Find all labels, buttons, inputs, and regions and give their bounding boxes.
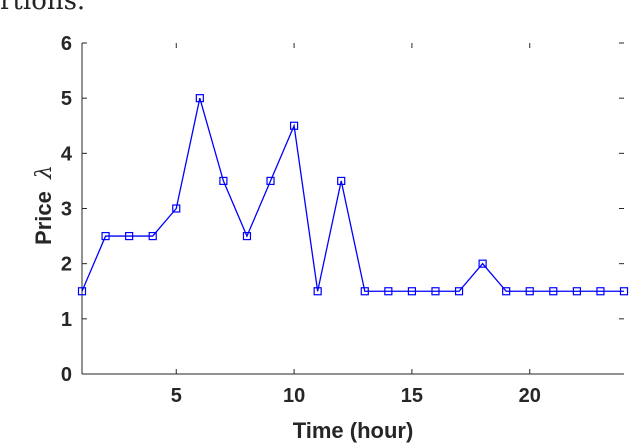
y-tick-label: 5 — [61, 88, 72, 110]
data-point-marker — [337, 176, 346, 186]
x-tick-label: 15 — [401, 385, 423, 407]
y-tick-label: 1 — [61, 309, 72, 331]
data-point-marker — [384, 287, 393, 296]
data-point-marker — [242, 231, 252, 241]
data-point-marker — [219, 176, 228, 186]
y-axis-title-symbol: λ — [32, 165, 57, 180]
chart-axes — [81, 43, 624, 375]
data-point-marker — [407, 287, 417, 296]
data-point-marker — [195, 94, 204, 103]
data-point-marker — [289, 121, 299, 130]
data-point-marker — [125, 231, 134, 241]
x-tick-label: 5 — [171, 385, 182, 407]
x-axis-title: Time (hour) — [293, 418, 414, 443]
data-point-marker — [549, 287, 558, 296]
partial-caption-text: rtions. — [0, 0, 86, 16]
y-axis-title: Price λ — [31, 165, 57, 245]
data-point-marker — [502, 287, 511, 296]
data-point-marker — [619, 287, 629, 296]
data-point-marker — [478, 259, 487, 268]
price-series-line — [81, 97, 624, 292]
data-point-marker — [454, 287, 464, 296]
x-tick-label: 10 — [283, 385, 305, 407]
data-point-marker — [148, 231, 157, 241]
data-point-marker — [101, 231, 110, 241]
data-point-marker — [525, 287, 534, 296]
data-point-marker — [431, 287, 440, 296]
x-tick-label: 20 — [519, 385, 541, 407]
chart-series — [77, 94, 629, 296]
data-point-marker — [172, 204, 181, 213]
data-point-marker — [596, 287, 605, 296]
y-axis-title-text: Price — [31, 191, 56, 245]
y-tick-label: 6 — [61, 33, 72, 55]
data-point-marker — [360, 287, 369, 296]
data-point-marker — [77, 287, 87, 296]
data-point-marker — [266, 176, 275, 186]
y-tick-label: 0 — [61, 364, 72, 386]
chart-ticks: 0 1 2 3 4 5 6 5 10 15 20 — [61, 33, 624, 407]
y-tick-label: 4 — [61, 143, 73, 165]
y-tick-label: 2 — [61, 254, 72, 276]
data-point-marker — [313, 287, 322, 296]
data-point-marker — [572, 287, 581, 296]
y-tick-label: 3 — [61, 199, 72, 221]
